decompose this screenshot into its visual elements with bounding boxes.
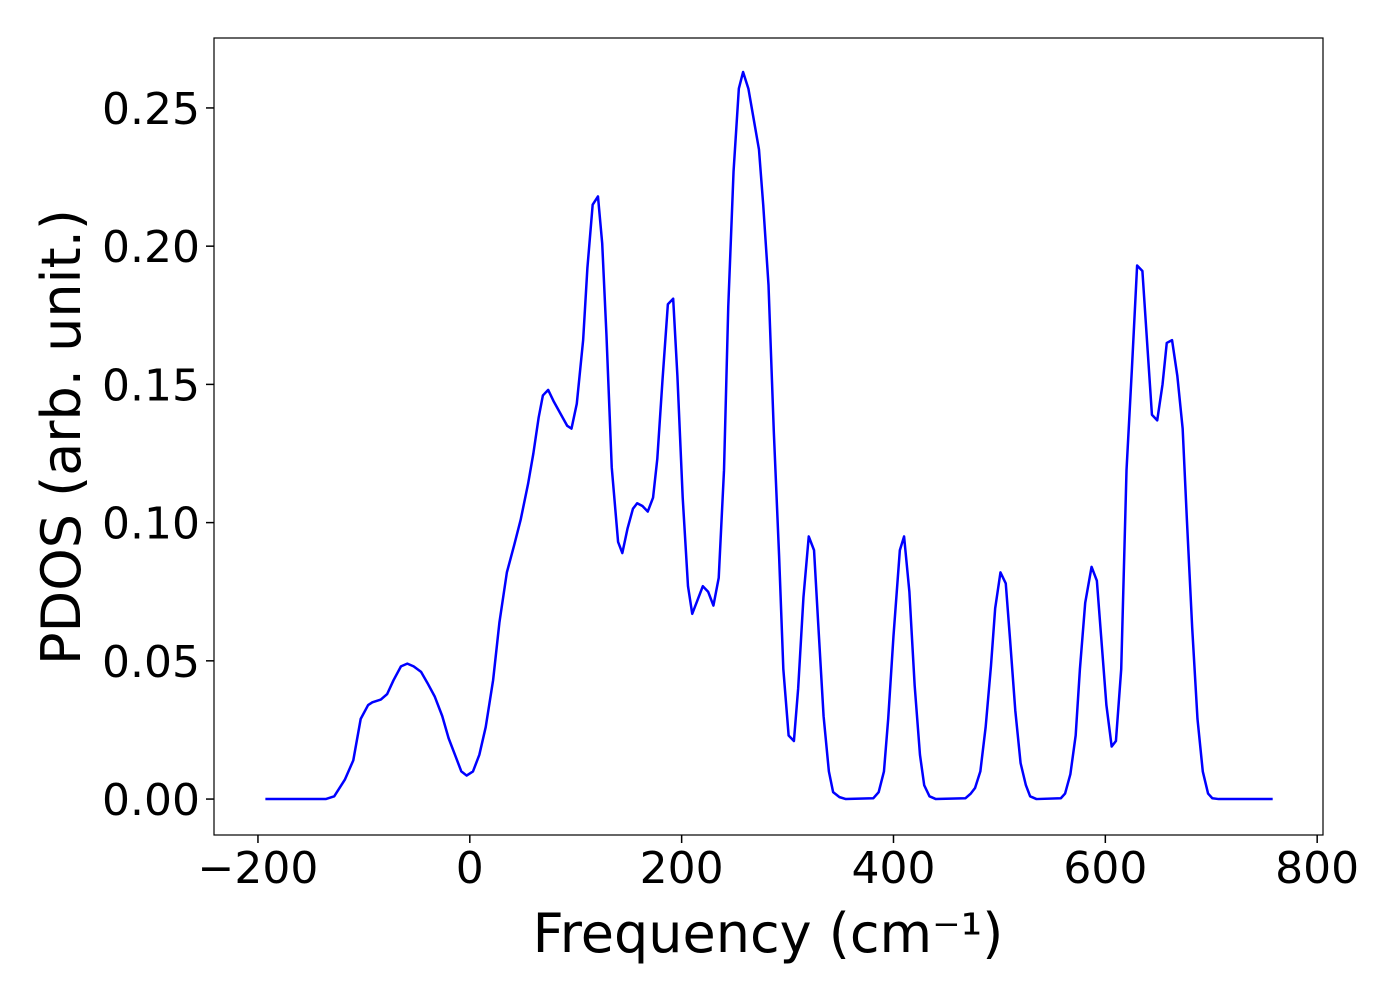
x-tick-label: 600 [1063, 843, 1147, 894]
y-tick-label: 0.00 [102, 775, 200, 826]
x-tick-label: 400 [851, 843, 935, 894]
plot-frame [213, 37, 1324, 836]
x-tick-label: 0 [456, 843, 484, 894]
pdos-line [265, 70, 1273, 801]
y-tick-label: 0.05 [102, 637, 200, 688]
x-tick-label: 800 [1275, 843, 1359, 894]
y-tick-label: 0.15 [102, 360, 200, 411]
y-axis-label: PDOS (arb. unit.) [30, 209, 93, 665]
y-tick-label: 0.25 [102, 84, 200, 135]
x-tick-label: 200 [640, 843, 724, 894]
x-tick-label: −200 [198, 843, 319, 894]
y-tick-label: 0.10 [102, 499, 200, 550]
x-axis-label: Frequency (cm⁻¹) [533, 902, 1004, 965]
y-tick-label: 0.20 [102, 222, 200, 273]
